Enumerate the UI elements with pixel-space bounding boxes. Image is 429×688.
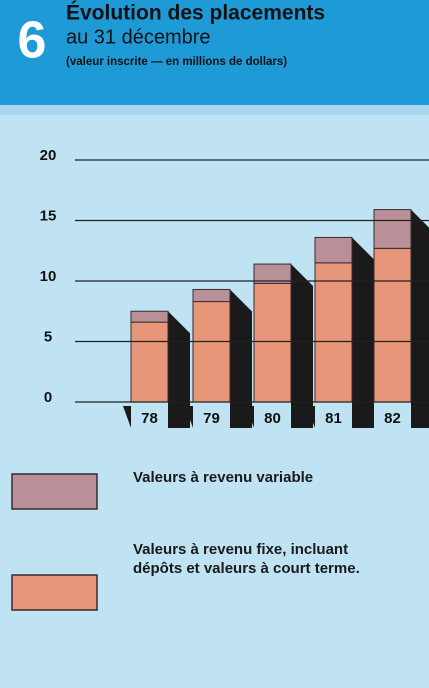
header-band — [0, 0, 429, 105]
y-tick-label: 5 — [44, 328, 52, 345]
bar-shadow — [352, 237, 374, 428]
bar-segment — [192, 288, 231, 303]
label-shadow — [366, 406, 374, 428]
bar-shadow — [291, 264, 313, 428]
x-tick-label: 80 — [264, 410, 281, 427]
label-shadow — [185, 406, 193, 428]
label-shadow — [307, 406, 315, 428]
bar-segment — [253, 263, 292, 284]
chart-note: (valeur inscrite — en millions de dollar… — [66, 56, 287, 68]
legend-label: Valeurs à revenu fixe, incluant dépôts e… — [133, 541, 360, 577]
bar-segment — [130, 321, 169, 403]
y-tick-label: 10 — [40, 268, 57, 285]
chart-title: Évolution des placements — [66, 2, 325, 25]
bar-segment — [253, 282, 292, 403]
bar-shadow — [168, 311, 190, 428]
x-tick-label: 78 — [141, 410, 158, 427]
figure-number: 6 — [18, 12, 47, 70]
header-edge — [0, 105, 429, 115]
bar-segment — [130, 310, 169, 323]
bar-shadow — [411, 209, 429, 428]
legend-swatch — [11, 473, 98, 510]
x-tick-label: 79 — [203, 410, 220, 427]
legend-swatch — [11, 574, 98, 611]
chart-subtitle: au 31 décembre — [66, 26, 211, 48]
bar-segment — [314, 236, 353, 264]
y-tick-label: 0 — [44, 389, 52, 406]
label-shadow — [123, 406, 131, 428]
bar-shadow — [230, 289, 252, 428]
bar-segment — [373, 247, 412, 403]
x-tick-label: 81 — [325, 410, 342, 427]
label-shadow — [246, 406, 254, 428]
bar-segment — [192, 301, 231, 403]
y-tick-label: 20 — [40, 147, 57, 164]
x-tick-label: 82 — [384, 410, 401, 427]
y-tick-label: 15 — [40, 207, 57, 224]
bar-segment — [314, 262, 353, 403]
legend-label: Valeurs à revenu variable — [133, 469, 314, 486]
bar-segment — [373, 209, 412, 249]
